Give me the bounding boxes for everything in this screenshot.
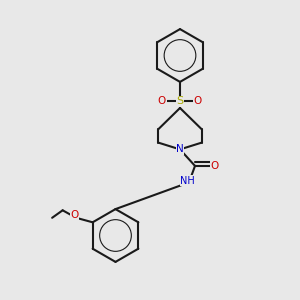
Text: O: O (210, 161, 219, 171)
Text: N: N (176, 144, 184, 154)
Text: NH: NH (180, 176, 195, 186)
Text: S: S (176, 96, 184, 106)
Text: O: O (158, 96, 166, 106)
Text: O: O (70, 210, 79, 220)
Text: O: O (194, 96, 202, 106)
